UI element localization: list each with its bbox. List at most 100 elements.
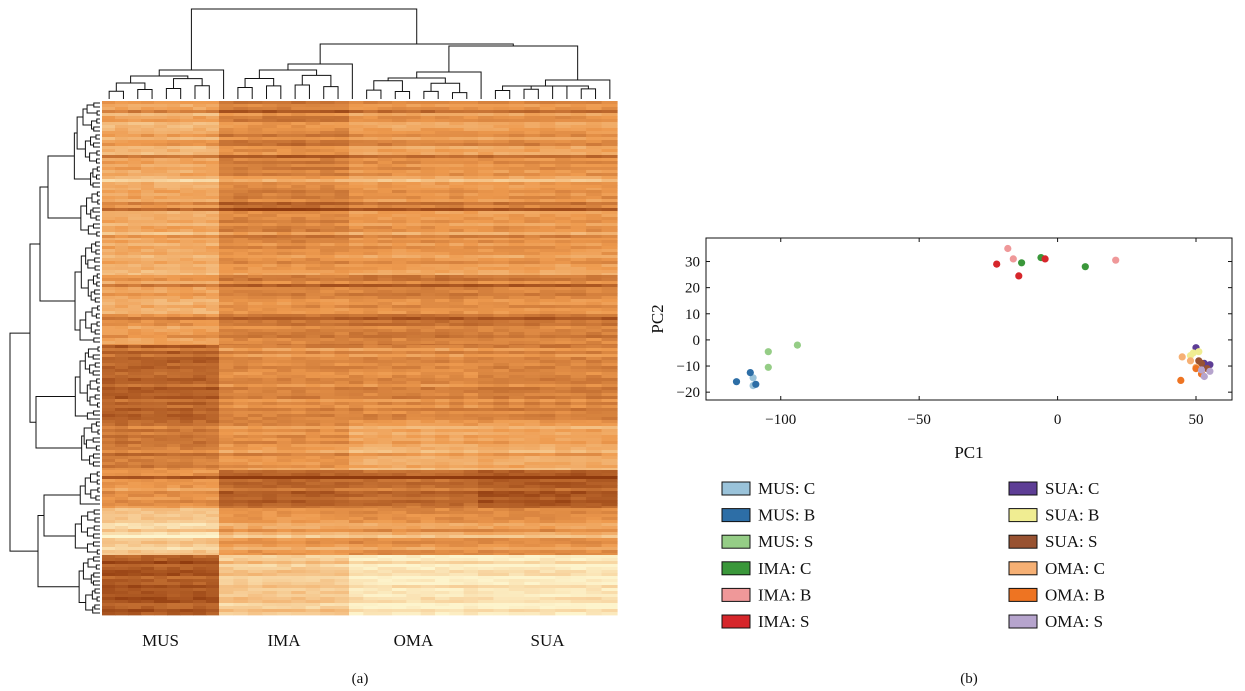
heatmap-cell	[420, 308, 436, 312]
heatmap-cell	[206, 473, 220, 477]
dendrogram-link	[87, 348, 98, 358]
heatmap-cell	[233, 375, 249, 379]
heatmap-cell	[167, 366, 181, 370]
heatmap-cell	[524, 281, 541, 285]
heatmap-cell	[363, 161, 379, 165]
heatmap-cell	[539, 275, 556, 279]
heatmap-row	[102, 122, 618, 126]
heatmap-cell	[334, 246, 350, 250]
heatmap-cell	[305, 270, 321, 274]
dendrogram-link	[237, 87, 253, 99]
heatmap-cell	[555, 348, 572, 352]
heatmap-cell	[363, 143, 379, 147]
heatmap-cell	[377, 296, 393, 300]
heatmap-cell	[601, 351, 618, 355]
heatmap-cell	[247, 332, 263, 336]
heatmap-cell	[128, 278, 142, 282]
heatmap-cell	[167, 211, 181, 215]
heatmap-cell	[392, 249, 407, 253]
heatmap-cell	[233, 107, 249, 111]
heatmap-cell	[262, 432, 278, 436]
heatmap-cell	[493, 167, 510, 171]
heatmap-cell	[524, 420, 541, 424]
heatmap-cell	[435, 465, 450, 469]
heatmap-cell	[115, 214, 129, 218]
heatmap-cell	[493, 185, 510, 189]
heatmap-cell	[524, 220, 541, 224]
heatmap-cell	[586, 281, 603, 285]
heatmap-cell	[570, 381, 587, 385]
heatmap-cell	[276, 214, 292, 218]
heatmap-cell	[435, 435, 450, 439]
heatmap-cell	[305, 134, 321, 138]
heatmap-cell	[219, 205, 235, 209]
heatmap-cell	[262, 211, 278, 215]
heatmap-cell	[570, 369, 587, 373]
heatmap-cell	[334, 426, 350, 430]
heatmap-cell	[349, 116, 364, 120]
heatmap-cell	[262, 185, 278, 189]
heatmap-row	[102, 211, 618, 215]
heatmap-cell	[435, 369, 450, 373]
heatmap-cell	[193, 332, 207, 336]
heatmap-cell	[406, 465, 422, 469]
heatmap-cell	[167, 193, 181, 197]
heatmap-cell	[276, 456, 292, 460]
heatmap-cell	[247, 278, 263, 282]
heatmap-cell	[601, 167, 618, 171]
heatmap-cell	[219, 369, 235, 373]
heatmap-cell	[128, 223, 142, 227]
heatmap-cell	[406, 345, 422, 349]
heatmap-cell	[320, 311, 336, 315]
heatmap-cell	[115, 217, 129, 221]
heatmap-cell	[508, 270, 525, 274]
heatmap-cell	[206, 354, 220, 358]
heatmap-cell	[406, 378, 422, 382]
heatmap-cell	[601, 179, 618, 183]
heatmap-cell	[320, 211, 336, 215]
heatmap-cell	[478, 351, 495, 355]
heatmap-cell	[478, 284, 495, 288]
heatmap-cell	[233, 447, 249, 451]
heatmap-cell	[349, 470, 364, 474]
heatmap-cell	[349, 414, 364, 418]
heatmap-cell	[141, 450, 155, 454]
heatmap-cell	[449, 432, 465, 436]
heatmap-cell	[102, 255, 116, 259]
heatmap-cell	[435, 199, 450, 203]
heatmap-cell	[247, 223, 263, 227]
heatmap-cell	[291, 308, 307, 312]
heatmap-cell	[193, 408, 207, 412]
dendrogram-link	[96, 471, 100, 477]
heatmap-row	[102, 238, 618, 241]
dendrogram-link	[96, 596, 100, 602]
heatmap-cell	[363, 441, 379, 445]
heatmap-cell	[193, 235, 207, 239]
heatmap-cell	[141, 188, 155, 191]
heatmap-cell	[463, 155, 479, 159]
heatmap-cell	[406, 335, 422, 339]
heatmap-cell	[320, 238, 336, 241]
dendrogram-link	[323, 86, 339, 99]
heatmap-cell	[601, 196, 618, 200]
heatmap-cell	[508, 193, 525, 197]
heatmap-cell	[524, 479, 541, 483]
heatmap-cell	[141, 299, 155, 303]
heatmap-cell	[463, 378, 479, 382]
heatmap-cell	[420, 101, 436, 105]
heatmap-cell	[233, 110, 249, 114]
heatmap-cell	[305, 470, 321, 474]
heatmap-cell	[102, 176, 116, 180]
heatmap-cell	[377, 417, 393, 421]
heatmap-cell	[247, 414, 263, 418]
heatmap-cell	[167, 351, 181, 355]
heatmap-cell	[291, 402, 307, 406]
heatmap-cell	[219, 348, 235, 352]
heatmap-cell	[392, 351, 407, 355]
heatmap-cell	[206, 384, 220, 388]
heatmap-cell	[508, 302, 525, 306]
heatmap-cell	[478, 426, 495, 430]
heatmap-cell	[349, 196, 364, 200]
heatmap-cell	[392, 158, 407, 162]
heatmap-cell	[524, 146, 541, 150]
